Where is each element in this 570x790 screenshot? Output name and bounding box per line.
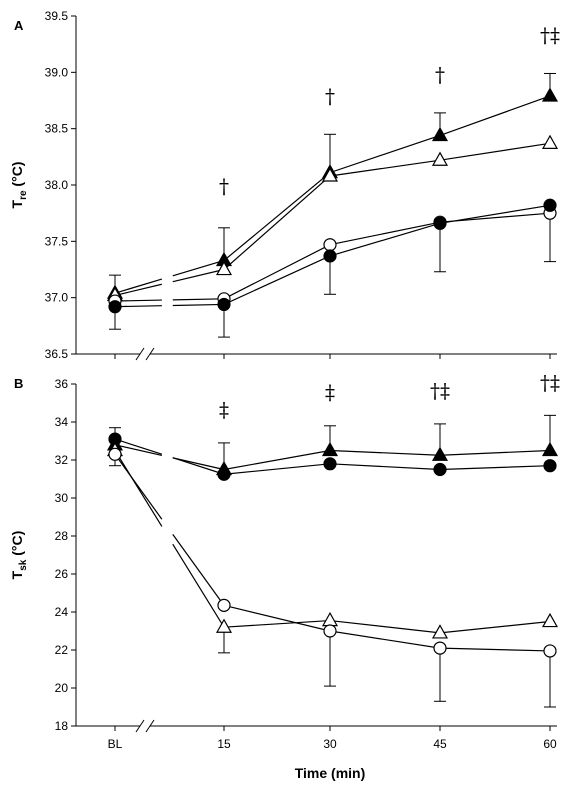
series-line	[114, 444, 163, 457]
series-line	[114, 453, 163, 520]
series-line	[223, 604, 551, 652]
axis-break-mark	[145, 719, 155, 733]
panel-a: A 36.5 37.0 37.5 38.0 38.5 39.0 39.5 Tre (°C) † † †…	[9, 9, 560, 361]
data-point-triangle-filled	[431, 446, 449, 461]
data-point-triangle-open	[215, 260, 233, 276]
series-line	[172, 303, 225, 307]
data-point-triangle-open	[321, 611, 339, 627]
significance-marker: ‡	[325, 380, 335, 404]
y-axis-label: Tre (°C)	[9, 162, 29, 209]
panel-letter: A	[14, 18, 24, 33]
significance-marker: †	[219, 174, 229, 198]
y-tick-label: 38.5	[45, 122, 69, 136]
series-line	[223, 449, 551, 471]
data-point-circle-filled	[217, 467, 231, 481]
series-line	[172, 298, 225, 301]
y-tick-label: 34	[55, 415, 69, 429]
axis-break-mark	[135, 347, 145, 361]
data-point-triangle-filled	[541, 87, 559, 102]
y-tick-label: 37.0	[45, 291, 69, 305]
series-line	[172, 457, 225, 475]
data-point-triangle-open	[215, 618, 233, 633]
series-line	[114, 438, 163, 455]
data-point-triangle-open	[431, 624, 449, 639]
x-axis-label: Time (min)	[295, 765, 366, 781]
significance-marker: ‡	[219, 397, 229, 421]
series-line	[223, 619, 551, 634]
series-line	[223, 142, 551, 270]
data-point-circle-open	[433, 641, 447, 655]
y-tick-label: 36	[55, 377, 69, 391]
y-axis-label-unit: (°C)	[9, 531, 25, 560]
series-line	[223, 212, 551, 300]
series-line	[223, 95, 551, 261]
data-point-circle-filled	[323, 457, 337, 471]
series-line	[223, 204, 551, 305]
data-point-circle-open	[217, 598, 231, 612]
series-line	[114, 278, 163, 294]
data-point-circle-open	[108, 447, 122, 461]
series-line	[172, 259, 225, 277]
significance-marker: †‡	[430, 378, 450, 402]
significance-marker: †‡	[540, 23, 560, 47]
significance-marker: †	[435, 62, 445, 86]
y-tick-label: 24	[55, 605, 69, 619]
data-point-circle-filled	[433, 462, 447, 477]
series-line	[223, 463, 551, 475]
series-line	[172, 457, 225, 471]
significance-marker: †	[325, 84, 335, 108]
data-point-circle-filled	[543, 459, 557, 473]
series-line	[114, 305, 162, 308]
y-tick-label: 32	[55, 453, 69, 467]
series-line	[172, 543, 225, 628]
y-tick-label: 38.0	[45, 178, 69, 192]
data-point-triangle-open	[541, 612, 559, 628]
data-point-circle-filled	[108, 300, 122, 314]
y-tick-label: 18	[55, 719, 69, 733]
x-tick-label: 45	[433, 737, 447, 751]
axis-break-mark	[135, 719, 145, 733]
y-tick-label: 39.5	[45, 9, 69, 23]
data-point-triangle-filled	[321, 441, 339, 457]
y-axis-label-symbol: T	[9, 570, 25, 579]
data-point-circle-filled	[217, 297, 231, 312]
series-line	[114, 450, 163, 527]
y-tick-label: 20	[55, 681, 69, 695]
y-tick-label: 37.5	[45, 234, 69, 248]
data-point-triangle-open	[321, 167, 339, 182]
data-point-triangle-filled	[431, 126, 449, 142]
axis-break-mark	[145, 347, 155, 361]
series-line	[172, 534, 225, 606]
data-point-circle-open	[323, 624, 337, 638]
y-axis-label: Tsk (°C)	[9, 531, 29, 580]
y-axis-label-symbol: T	[9, 199, 25, 208]
y-tick-label: 36.5	[45, 347, 69, 361]
y-tick-label: 28	[55, 529, 69, 543]
y-tick-label: 26	[55, 567, 69, 581]
y-tick-label: 22	[55, 643, 69, 657]
y-axis-label-subscript: sk	[18, 559, 29, 571]
x-tick-label: 15	[217, 737, 231, 751]
data-point-circle-open	[543, 644, 557, 658]
series-line	[172, 268, 225, 283]
series-line	[114, 283, 163, 296]
x-tick-label: 30	[323, 737, 337, 751]
y-axis-label-unit: (°C)	[9, 162, 25, 191]
data-point-circle-filled	[323, 249, 337, 263]
data-point-circle-filled	[543, 198, 557, 212]
panel-letter: B	[14, 376, 23, 391]
data-point-triangle-open	[431, 151, 449, 166]
x-tick-label: BL	[108, 737, 123, 751]
y-tick-label: 39.0	[45, 65, 69, 79]
data-point-circle-open	[323, 238, 337, 252]
data-point-triangle-filled	[541, 441, 559, 457]
y-tick-label: 30	[55, 491, 69, 505]
data-point-triangle-open	[541, 134, 559, 149]
data-point-circle-filled	[433, 216, 447, 230]
significance-marker: †‡	[540, 371, 560, 395]
x-tick-label: 60	[543, 737, 557, 751]
y-axis-label-subscript: re	[18, 190, 29, 200]
